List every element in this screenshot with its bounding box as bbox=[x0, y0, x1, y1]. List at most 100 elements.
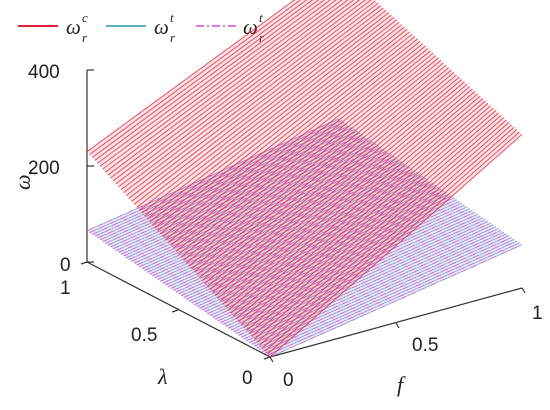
surface-line-0-44 bbox=[154, 29, 408, 229]
y-axis-label: λ bbox=[157, 364, 168, 389]
surface-line-0-8 bbox=[248, 114, 502, 334]
surface-line-0-13 bbox=[235, 103, 489, 320]
surface-line-0-20 bbox=[217, 86, 470, 299]
surface-line-0-17 bbox=[225, 93, 478, 308]
surface-line-2-46 bbox=[149, 161, 402, 275]
legend-sub-0: r bbox=[82, 30, 88, 45]
surface-line-2-6 bbox=[254, 233, 507, 347]
surface-line-2-50 bbox=[139, 154, 392, 268]
z-axis-label-sub: r bbox=[24, 169, 39, 175]
surface-line-0-64 bbox=[102, 0, 331, 170]
surface-line-2-20 bbox=[217, 208, 470, 322]
surface-line-2-0 bbox=[269, 244, 523, 358]
surface-line-0-3 bbox=[261, 126, 515, 349]
surface-line-2-5 bbox=[256, 235, 510, 349]
surface-line-0-70 bbox=[86, 0, 296, 152]
surface-line-0-15 bbox=[230, 98, 484, 314]
f-tick-1 bbox=[521, 287, 526, 294]
surface-line-2-2 bbox=[264, 240, 517, 354]
surface-line-2-70 bbox=[86, 118, 340, 232]
f-tick-0 bbox=[269, 356, 274, 363]
surface-series-0 bbox=[86, 0, 523, 358]
surface-line-0-42 bbox=[159, 33, 413, 235]
lambda-tick-0 bbox=[263, 356, 271, 360]
legend-sup-1: t bbox=[170, 10, 174, 25]
surface-line-0-45 bbox=[152, 26, 405, 226]
surface-line-0-32 bbox=[186, 57, 439, 264]
z-tick-label-400: 400 bbox=[28, 62, 60, 83]
surface-line-0-65 bbox=[99, 0, 325, 167]
surface-line-0-28 bbox=[196, 67, 450, 276]
surface-line-0-43 bbox=[157, 31, 410, 232]
surface-line-2-51 bbox=[136, 152, 389, 266]
surface-line-0-23 bbox=[209, 79, 463, 290]
surface-line-0-14 bbox=[233, 100, 486, 317]
surface-line-0-0 bbox=[269, 134, 523, 358]
surface-line-0-22 bbox=[212, 81, 465, 293]
lambda-tick-1 bbox=[80, 261, 88, 265]
surface-line-2-15 bbox=[230, 217, 483, 331]
surface-line-2-11 bbox=[241, 224, 494, 338]
surface-line-2-29 bbox=[194, 192, 447, 306]
surface-line-2-9 bbox=[246, 228, 499, 342]
surface-line-2-57 bbox=[120, 141, 374, 255]
surface-line-0-58 bbox=[118, 0, 366, 188]
surface-line-0-37 bbox=[173, 45, 426, 249]
surface-line-2-30 bbox=[191, 190, 444, 304]
ticks bbox=[80, 69, 526, 363]
surface-line-0-54 bbox=[128, 5, 382, 199]
surface-line-0-29 bbox=[193, 64, 447, 273]
surface-line-0-38 bbox=[170, 43, 423, 246]
surface-line-0-6 bbox=[254, 119, 507, 340]
surface-line-2-23 bbox=[209, 202, 463, 316]
surface-line-0-11 bbox=[240, 107, 494, 326]
legend-label-2: ω bbox=[243, 15, 258, 39]
surface-line-2-18 bbox=[222, 211, 476, 325]
surface-line-2-13 bbox=[235, 221, 489, 334]
f-tick-label-0: 0 bbox=[283, 370, 294, 391]
surface-line-0-36 bbox=[175, 48, 429, 252]
surface-line-0-27 bbox=[199, 69, 452, 279]
surface-line-2-47 bbox=[146, 159, 400, 273]
surface-line-0-21 bbox=[214, 83, 468, 296]
surface-line-2-10 bbox=[243, 226, 497, 340]
surface-line-0-35 bbox=[178, 50, 431, 255]
surface-line-0-12 bbox=[238, 105, 491, 323]
surface-line-0-19 bbox=[220, 88, 473, 302]
surface-line-2-1 bbox=[267, 242, 520, 356]
z-tick-label-0: 0 bbox=[60, 255, 71, 276]
surface-line-0-24 bbox=[207, 76, 460, 287]
surface-line-2-55 bbox=[126, 145, 379, 259]
surface-line-0-49 bbox=[141, 17, 395, 214]
surface-line-2-4 bbox=[259, 237, 512, 351]
surface-line-0-7 bbox=[251, 117, 504, 337]
z-axis-label: ω r bbox=[10, 169, 39, 190]
surface-line-0-31 bbox=[188, 60, 442, 267]
lambda-axis-line bbox=[86, 261, 271, 358]
f-tick-05 bbox=[395, 322, 400, 329]
surface-line-2-34 bbox=[180, 183, 434, 297]
surface-line-2-3 bbox=[262, 239, 515, 352]
surface-line-0-16 bbox=[227, 95, 481, 311]
legend: ω c r ω t r ω t r bbox=[18, 10, 265, 45]
surface-line-2-36 bbox=[175, 179, 429, 293]
surface-line-2-19 bbox=[220, 210, 473, 324]
surface-line-2-66 bbox=[97, 125, 350, 239]
surface-line-2-42 bbox=[160, 168, 413, 282]
surface-line-2-60 bbox=[112, 136, 366, 250]
surface-line-2-39 bbox=[167, 174, 421, 288]
legend-entry-0: ω c r bbox=[18, 10, 88, 45]
lambda-tick-label-05: 0.5 bbox=[131, 325, 157, 346]
surface-line-2-45 bbox=[152, 163, 405, 277]
surface-line-2-59 bbox=[115, 138, 368, 251]
surface-line-0-62 bbox=[107, 0, 343, 176]
surface-line-0-34 bbox=[180, 52, 434, 258]
lambda-tick-label-1: 1 bbox=[60, 278, 71, 299]
surface-line-2-65 bbox=[99, 127, 353, 241]
surface-line-0-33 bbox=[183, 55, 436, 261]
surface-line-0-9 bbox=[246, 112, 499, 331]
surface-line-0-40 bbox=[165, 38, 418, 240]
surface-line-2-52 bbox=[133, 150, 387, 264]
surface-line-0-2 bbox=[264, 129, 518, 352]
surface-line-2-64 bbox=[102, 129, 355, 242]
